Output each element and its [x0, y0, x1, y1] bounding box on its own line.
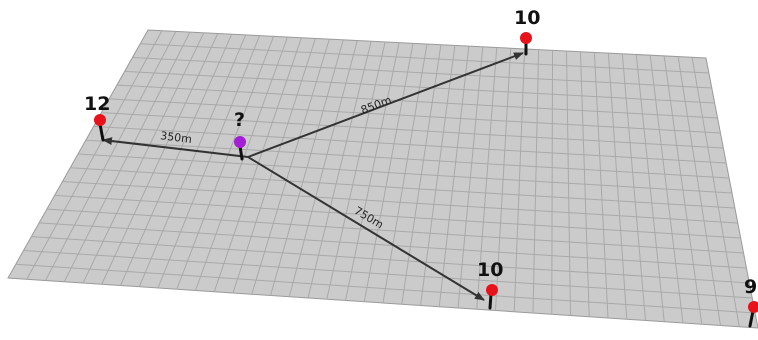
ground-plane	[7, 29, 758, 329]
pin-bottom-head	[486, 284, 498, 296]
arrow-to-bottom-pin	[247, 156, 485, 301]
arrow-to-left-pin	[102, 137, 249, 158]
pin-unknown: ?	[234, 109, 246, 161]
pin-left: 12	[84, 93, 110, 142]
pin-unknown-value: ?	[234, 109, 245, 131]
ground-grid	[15, 30, 756, 327]
pin-top-head	[520, 32, 532, 44]
arrow-to-top-pin	[247, 52, 524, 158]
pin-left-head	[94, 114, 106, 126]
pin-bottom: 10	[477, 259, 503, 310]
pin-right-head	[748, 301, 758, 313]
distance-label-left: 350m	[160, 129, 193, 146]
pin-top: 10	[514, 7, 540, 56]
pin-bottom-value: 10	[477, 259, 503, 281]
pin-right-value: 9	[744, 276, 757, 298]
pin-unknown-head	[234, 136, 246, 148]
pin-top-value: 10	[514, 7, 540, 29]
pin-left-value: 12	[84, 93, 110, 115]
pin-right: 9	[744, 276, 758, 328]
